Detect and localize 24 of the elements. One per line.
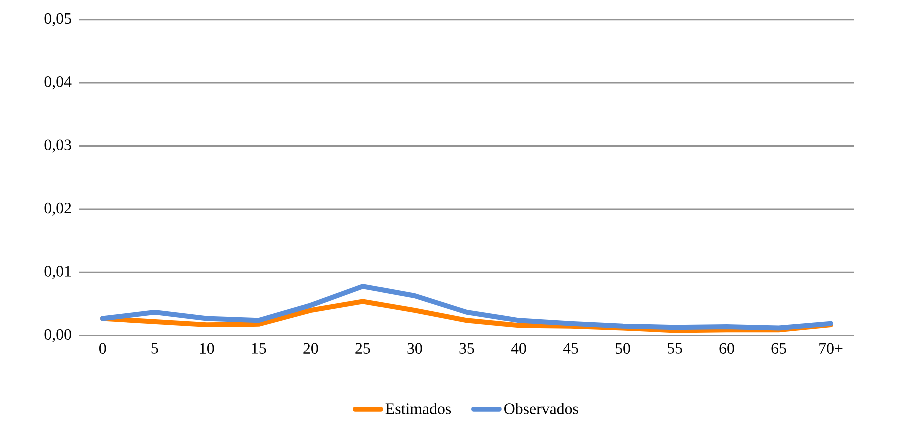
legend-label: Observados — [504, 403, 578, 414]
y-tick-label: 0,04 — [44, 76, 72, 90]
x-tick-label: 0 — [100, 343, 106, 354]
x-tick-label: 15 — [252, 343, 266, 354]
x-tick-label: 35 — [460, 343, 474, 354]
x-tick-label: 10 — [200, 343, 214, 354]
x-tick-label: 40 — [511, 343, 526, 354]
y-tick-label: 0,05 — [44, 13, 72, 26]
y-tick-label: 0,00 — [44, 329, 72, 342]
x-tick-label: 60 — [720, 343, 734, 354]
y-tick-label: 0,03 — [44, 140, 72, 153]
y-tick-label: 0,01 — [44, 266, 72, 280]
y-tick-label: 0,02 — [44, 202, 72, 216]
x-tick-label: 25 — [356, 343, 370, 354]
line-series — [100, 284, 834, 331]
x-tick-label: 30 — [408, 343, 422, 354]
x-tick-label: 70+ — [820, 343, 843, 354]
legend-label: Estimados — [386, 403, 452, 414]
x-tick-label: 45 — [563, 343, 578, 354]
x-tick-label: 5 — [152, 343, 158, 354]
x-tick-label: 50 — [616, 343, 630, 354]
x-tick-label: 55 — [668, 343, 682, 354]
x-tick-label: 65 — [772, 343, 786, 354]
x-tick-label: 20 — [304, 343, 318, 354]
